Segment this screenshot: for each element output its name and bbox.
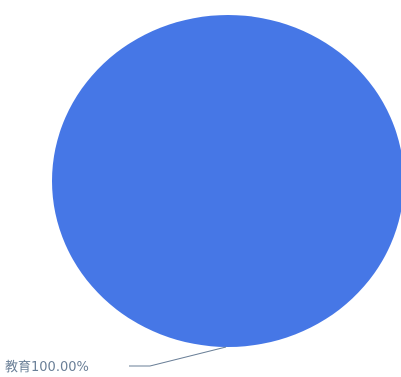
pie-slice-0[interactable]: [52, 15, 401, 347]
slice-label-0: 教育100.00%: [5, 359, 89, 375]
leader-line-0: [129, 346, 227, 367]
